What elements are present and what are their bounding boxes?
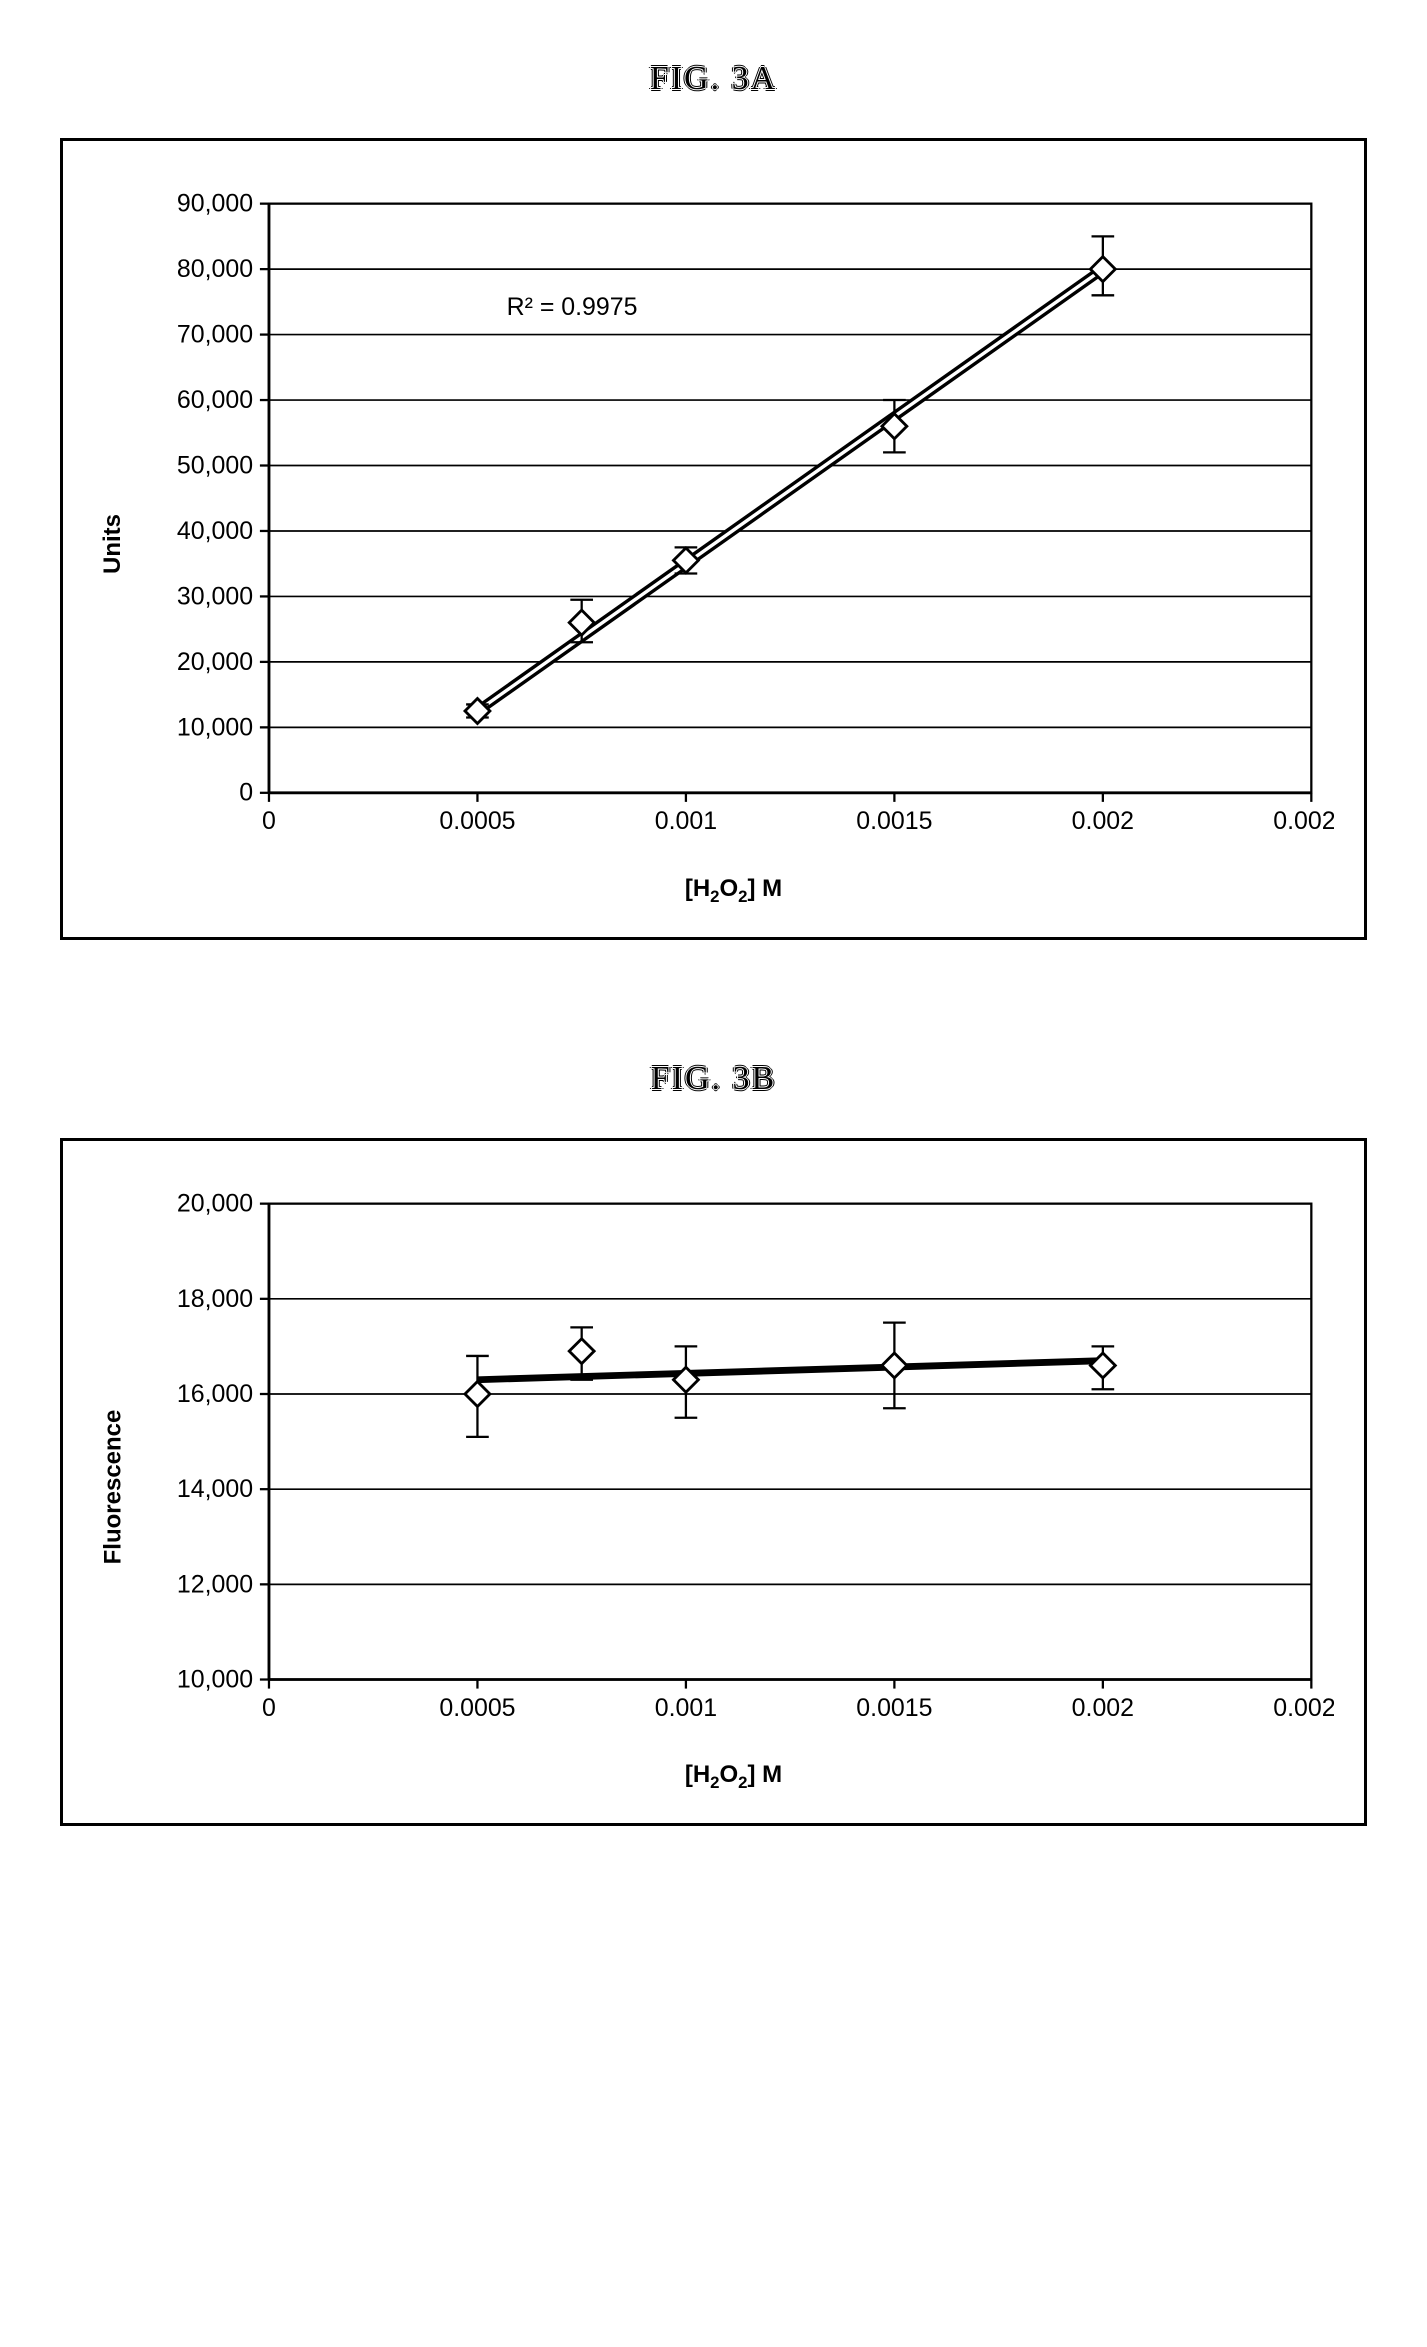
figure-a-chart: 0 10,000 20,000 30,000 40,000 50,000 60,000 70,… [133, 181, 1334, 861]
svg-text:0.001: 0.001 [655, 807, 717, 835]
svg-text:30,000: 30,000 [177, 582, 253, 610]
svg-text:20,000: 20,000 [177, 1189, 253, 1217]
svg-text:0.001: 0.001 [655, 1693, 717, 1721]
svg-text:80,000: 80,000 [177, 255, 253, 283]
figure-b-frame: Fluorescence 10,000 12,000 14,000 16,000 18,… [60, 1138, 1367, 1826]
svg-text:0.0005: 0.0005 [439, 807, 515, 835]
svg-text:0.0015: 0.0015 [856, 807, 932, 835]
svg-text:90,000: 90,000 [177, 190, 253, 218]
svg-text:60,000: 60,000 [177, 386, 253, 414]
svg-text:0.0015: 0.0015 [856, 1693, 932, 1721]
svg-text:70,000: 70,000 [177, 321, 253, 349]
svg-text:0: 0 [262, 1693, 276, 1721]
figure-a-xlabel: [H2O2] M [133, 875, 1334, 907]
figure-b-title: FIG. 3B [60, 1060, 1367, 1098]
svg-text:0: 0 [239, 779, 253, 807]
svg-text:0.0025: 0.0025 [1273, 1693, 1334, 1721]
svg-text:14,000: 14,000 [177, 1475, 253, 1503]
svg-text:R² = 0.9975: R² = 0.9975 [507, 293, 638, 321]
figure-b-xlabel: [H2O2] M [133, 1761, 1334, 1793]
svg-text:18,000: 18,000 [177, 1284, 253, 1312]
svg-text:12,000: 12,000 [177, 1570, 253, 1598]
figure-a-ylabel: Units [99, 514, 127, 574]
figure-b-ylabel: Fluorescence [99, 1409, 127, 1564]
svg-text:0.0005: 0.0005 [439, 1693, 515, 1721]
svg-text:10,000: 10,000 [177, 1665, 253, 1693]
svg-text:0.002: 0.002 [1072, 1693, 1134, 1721]
figure-a-frame: Units 0 10,000 20,000 30,000 40,000 50,000 60,… [60, 138, 1367, 940]
svg-text:10,000: 10,000 [177, 713, 253, 741]
svg-text:0.0025: 0.0025 [1273, 807, 1334, 835]
svg-text:20,000: 20,000 [177, 648, 253, 676]
svg-text:50,000: 50,000 [177, 451, 253, 479]
svg-text:0: 0 [262, 807, 276, 835]
figure-a-title: FIG. 3A [60, 60, 1367, 98]
figure-b-chart: 10,000 12,000 14,000 16,000 18,000 20,000 0 0.0… [133, 1181, 1334, 1748]
svg-text:40,000: 40,000 [177, 517, 253, 545]
svg-text:0.002: 0.002 [1072, 807, 1134, 835]
svg-text:16,000: 16,000 [177, 1380, 253, 1408]
